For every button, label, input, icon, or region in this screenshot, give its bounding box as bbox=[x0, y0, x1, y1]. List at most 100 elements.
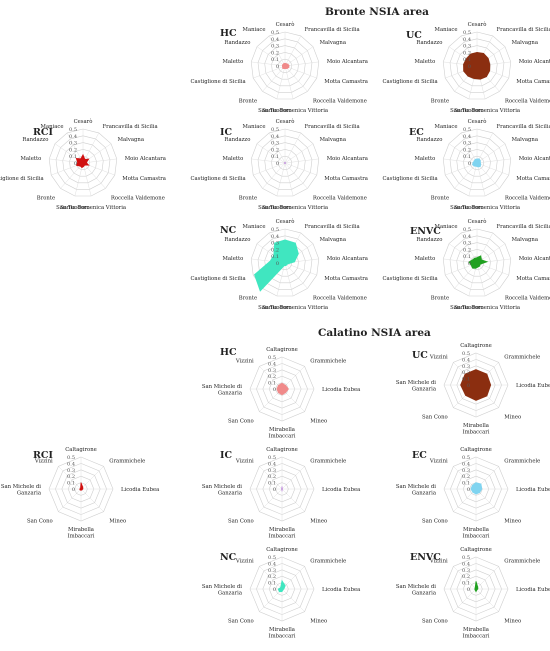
radar-axis-label: San Cono bbox=[228, 618, 254, 624]
radar-tick-label: 0.1 bbox=[463, 57, 471, 63]
radar-tick-label: 0.4 bbox=[463, 37, 471, 43]
radar-spoke bbox=[284, 35, 302, 67]
radar-spoke bbox=[476, 143, 506, 164]
radar-axis-label: Maniace bbox=[435, 224, 458, 230]
radar-spoke bbox=[476, 262, 509, 276]
radar-chart-title: HC bbox=[220, 28, 237, 39]
radar-axis-label: Francavilla di Sicilia bbox=[103, 124, 159, 130]
radar-spoke bbox=[251, 158, 286, 164]
radar-spoke bbox=[74, 162, 84, 197]
radar-tick-label: 0.5 bbox=[271, 30, 279, 36]
radar-tick-label: 0.1 bbox=[268, 481, 276, 487]
radar-tick-label: 0.5 bbox=[463, 227, 471, 233]
radar-axis-label: Moio Alcantara bbox=[327, 256, 369, 262]
radar-axis-label: Imbaccari bbox=[269, 633, 296, 639]
radar-tick-label: 0 bbox=[467, 487, 470, 493]
radar-spoke bbox=[82, 162, 92, 197]
radar-axis-label: Roccella Valdemone bbox=[313, 195, 367, 201]
radar-axis-label: Vizzini bbox=[235, 559, 254, 565]
radar-axis-label: Ganzaria bbox=[17, 490, 42, 496]
radar-tick-label: 0.2 bbox=[462, 370, 470, 376]
radar-axis-label: Moio Alcantara bbox=[327, 59, 369, 65]
radar-tick-label: 0.5 bbox=[268, 555, 276, 561]
radar-series-area bbox=[283, 161, 287, 165]
radar-axis-label: Licodia Eubea bbox=[516, 383, 550, 389]
radar-spoke bbox=[284, 61, 319, 67]
radar-tick-label: 0.4 bbox=[268, 361, 276, 367]
radar-axis-label: Francavilla di Sicilia bbox=[305, 27, 361, 33]
radar-tick-label: 0.1 bbox=[271, 154, 279, 160]
radar-series-area bbox=[474, 581, 479, 593]
radar-axis-label: Bronte bbox=[239, 195, 257, 201]
radar-tick-label: 0 bbox=[276, 161, 279, 167]
radar-axis-label: Licodia Eubea bbox=[516, 587, 550, 593]
radar-spoke bbox=[443, 158, 478, 164]
radar-spoke bbox=[284, 143, 314, 164]
radar-tick-label: 0.5 bbox=[268, 455, 276, 461]
radar-axis-label: Maletto bbox=[414, 256, 435, 262]
radar-tick-label: 0.3 bbox=[268, 468, 276, 474]
radar-spoke bbox=[468, 162, 478, 197]
radar-axis-label: San Teodoro bbox=[258, 108, 292, 114]
radar-axis-label: Maniace bbox=[243, 224, 266, 230]
radar-spoke bbox=[253, 65, 286, 79]
radar-grid-ring bbox=[271, 149, 299, 177]
radar-axis-label: Maletto bbox=[222, 156, 243, 162]
radar-tick-label: 0.1 bbox=[271, 254, 279, 260]
radar-chart-title: ENVC bbox=[410, 226, 441, 237]
radar-tick-label: 0.2 bbox=[268, 574, 276, 580]
radar-series-area bbox=[254, 239, 299, 292]
radar-axis-label: Malvagna bbox=[512, 237, 539, 243]
radar-spoke bbox=[262, 65, 286, 92]
radar-axis-label: Mirabella bbox=[463, 423, 490, 429]
radar-tick-label: 0.5 bbox=[268, 355, 276, 361]
radar-axis-label: Castiglione di Sicilia bbox=[190, 176, 246, 182]
radar-chart: 0.50.40.30.20.10 Cesarò Francavilla di Sic… bbox=[382, 218, 550, 311]
radar-spoke bbox=[475, 588, 499, 612]
radar-spoke bbox=[284, 132, 302, 164]
radar-spoke bbox=[454, 162, 478, 189]
radar-tick-label: 0.3 bbox=[462, 468, 470, 474]
radar-tick-label: 0.2 bbox=[463, 50, 471, 56]
radar-axis-label: Mirabella bbox=[269, 627, 296, 633]
radar-spoke bbox=[256, 46, 286, 67]
radar-spoke bbox=[453, 588, 477, 612]
radar-tick-label: 0.3 bbox=[67, 468, 75, 474]
radar-tick-label: 0.2 bbox=[69, 147, 77, 153]
radar-grid-ring bbox=[442, 31, 512, 100]
radar-tick-label: 0.2 bbox=[271, 247, 279, 253]
radar-axis-label: Malvagna bbox=[320, 237, 347, 243]
radar-grid-ring bbox=[250, 128, 320, 197]
radar-axis-label: Moio Alcantara bbox=[125, 156, 167, 162]
radar-tick-label: 0 bbox=[468, 64, 471, 70]
radar-axis-label: Malvagna bbox=[320, 40, 347, 46]
radar-axis-label: Maniace bbox=[243, 124, 266, 130]
radar-tick-label: 0 bbox=[273, 587, 276, 593]
radar-axis-label: Vizzini bbox=[429, 559, 448, 565]
radar-axis-label: San Michele di bbox=[396, 484, 436, 490]
radar-axis-label: Santa Domenica Vittoria bbox=[60, 205, 127, 211]
radar-axis-label: San Michele di bbox=[1, 484, 41, 490]
radar-series-area bbox=[468, 255, 489, 269]
radar-axis-label: Imbaccari bbox=[269, 433, 296, 439]
radar-tick-label: 0.4 bbox=[463, 134, 471, 140]
radar-axis-label: Maletto bbox=[222, 256, 243, 262]
radar-tick-label: 0.3 bbox=[268, 368, 276, 374]
radar-chart: 0.50.40.30.20.10 Caltagirone Grammichele Li… bbox=[1, 447, 160, 539]
radar-spoke bbox=[476, 262, 500, 289]
radar-axis-label: Mineo bbox=[310, 518, 327, 524]
radar-series-area bbox=[276, 382, 289, 396]
radar-axis-label: San Cono bbox=[228, 518, 254, 524]
radar-chart-title: EC bbox=[409, 127, 424, 138]
radar-spoke bbox=[259, 566, 283, 590]
radar-spoke bbox=[262, 162, 286, 189]
radar-tick-label: 0 bbox=[74, 161, 77, 167]
radar-axis-label: Santa Domenica Vittoria bbox=[454, 205, 521, 211]
radar-tick-label: 0.4 bbox=[67, 461, 75, 467]
radar-axis-label: Randazzo bbox=[416, 40, 442, 46]
radar-tick-label: 0.5 bbox=[463, 127, 471, 133]
radar-chart: 0.50.40.30.20.10 Caltagirone Grammichele Li… bbox=[202, 447, 361, 539]
radar-spoke bbox=[281, 488, 305, 512]
radar-chart-title: IC bbox=[220, 127, 232, 138]
